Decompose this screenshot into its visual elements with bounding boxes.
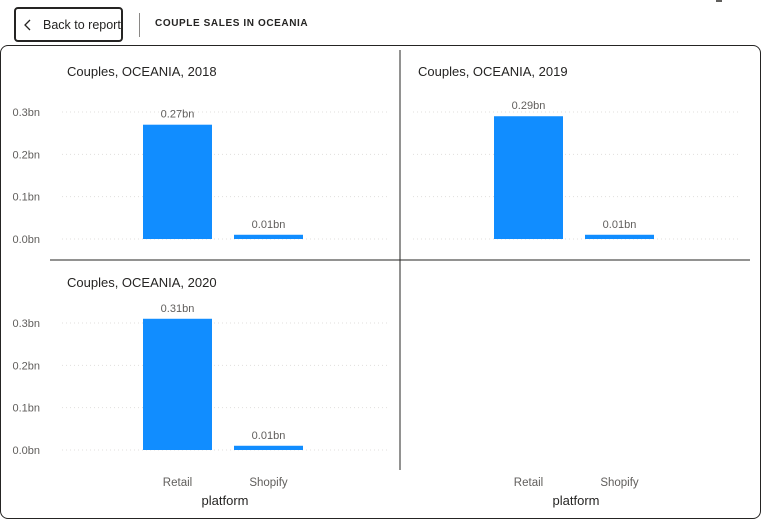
y-tick-label: 0.1bn [12, 192, 40, 204]
data-label: 0.29bn [512, 100, 546, 112]
x-tick-label: Shopify [600, 477, 639, 489]
x-tick-label: Shopify [249, 477, 288, 489]
panel-title-3: Couples, OCEANIA, 2020 [67, 275, 217, 290]
page-title: COUPLE SALES IN OCEANIA [155, 18, 309, 29]
bar-shopify [585, 234, 654, 239]
back-to-report-button[interactable]: Back to report [14, 7, 123, 42]
data-label: 0.01bn [252, 219, 286, 231]
y-tick-label: 0.3bn [12, 318, 40, 330]
panel-title-2: Couples, OCEANIA, 2019 [418, 64, 568, 79]
y-tick-label: 0.0bn [12, 445, 40, 457]
chevron-left-icon [24, 19, 31, 31]
bar-retail [143, 318, 212, 450]
data-label: 0.01bn [252, 430, 286, 442]
x-axis-title: platform [553, 493, 600, 508]
panel-title-1: Couples, OCEANIA, 2018 [67, 64, 217, 79]
data-label: 0.27bn [161, 109, 195, 121]
header-separator [139, 13, 140, 37]
y-tick-label: 0.1bn [12, 403, 40, 415]
data-label: 0.31bn [161, 303, 195, 315]
x-tick-label: Retail [163, 477, 192, 489]
y-tick-label: 0.2bn [12, 360, 40, 372]
bar-shopify [234, 445, 303, 450]
top-bar: Back to report COUPLE SALES IN OCEANIA [0, 0, 764, 45]
bar-retail [143, 124, 212, 239]
x-axis-title: platform [202, 493, 249, 508]
more-options-hint [716, 0, 722, 2]
bar-shopify [234, 234, 303, 239]
bar-retail [494, 116, 563, 239]
y-tick-label: 0.2bn [12, 149, 40, 161]
x-tick-label: Retail [514, 477, 543, 489]
data-label: 0.01bn [603, 219, 637, 231]
y-tick-label: 0.3bn [12, 107, 40, 119]
y-tick-label: 0.0bn [12, 234, 40, 246]
back-button-label: Back to report [43, 18, 121, 32]
small-multiples-visual-frame [0, 45, 761, 519]
